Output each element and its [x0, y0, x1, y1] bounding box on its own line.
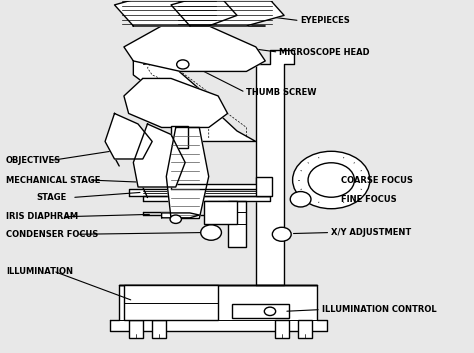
Polygon shape: [128, 189, 270, 196]
Circle shape: [308, 163, 355, 197]
Text: FINE FOCUS: FINE FOCUS: [341, 195, 396, 204]
Polygon shape: [162, 213, 199, 218]
Bar: [204, 201, 237, 224]
Polygon shape: [124, 78, 228, 127]
Text: MECHANICAL STAGE: MECHANICAL STAGE: [6, 175, 100, 185]
Text: ILLUMINATION CONTROL: ILLUMINATION CONTROL: [322, 305, 437, 314]
Bar: [128, 320, 143, 337]
Polygon shape: [110, 285, 327, 331]
Polygon shape: [166, 127, 209, 219]
Polygon shape: [143, 196, 270, 201]
Circle shape: [264, 307, 276, 316]
Circle shape: [290, 192, 311, 207]
Bar: [256, 176, 273, 196]
Polygon shape: [124, 26, 265, 71]
Circle shape: [177, 60, 189, 69]
Circle shape: [273, 227, 291, 241]
Bar: [152, 320, 166, 337]
Bar: [232, 304, 289, 318]
Polygon shape: [115, 0, 237, 26]
Text: X/Y ADJUSTMENT: X/Y ADJUSTMENT: [331, 228, 411, 237]
Polygon shape: [133, 54, 256, 142]
Polygon shape: [171, 0, 284, 26]
Circle shape: [170, 215, 182, 223]
Bar: [275, 320, 289, 337]
Polygon shape: [256, 50, 293, 285]
Polygon shape: [133, 124, 185, 187]
Text: THUMB SCREW: THUMB SCREW: [246, 88, 317, 97]
Bar: [228, 201, 246, 246]
Text: COARSE FOCUS: COARSE FOCUS: [341, 175, 412, 185]
Polygon shape: [105, 113, 152, 159]
Bar: [171, 126, 188, 149]
Text: CONDENSER FOCUS: CONDENSER FOCUS: [6, 230, 98, 239]
Bar: [124, 285, 218, 320]
Circle shape: [292, 151, 370, 209]
Bar: [298, 320, 312, 337]
Text: EYEPIECES: EYEPIECES: [301, 16, 350, 25]
Text: MICROSCOPE HEAD: MICROSCOPE HEAD: [279, 48, 370, 57]
Circle shape: [201, 225, 221, 240]
Polygon shape: [171, 180, 270, 189]
Text: IRIS DIAPHRAM: IRIS DIAPHRAM: [6, 212, 78, 221]
Text: OBJECTIVES: OBJECTIVES: [6, 156, 61, 165]
Text: STAGE: STAGE: [36, 193, 67, 202]
Text: ILLUMINATION: ILLUMINATION: [6, 267, 73, 276]
